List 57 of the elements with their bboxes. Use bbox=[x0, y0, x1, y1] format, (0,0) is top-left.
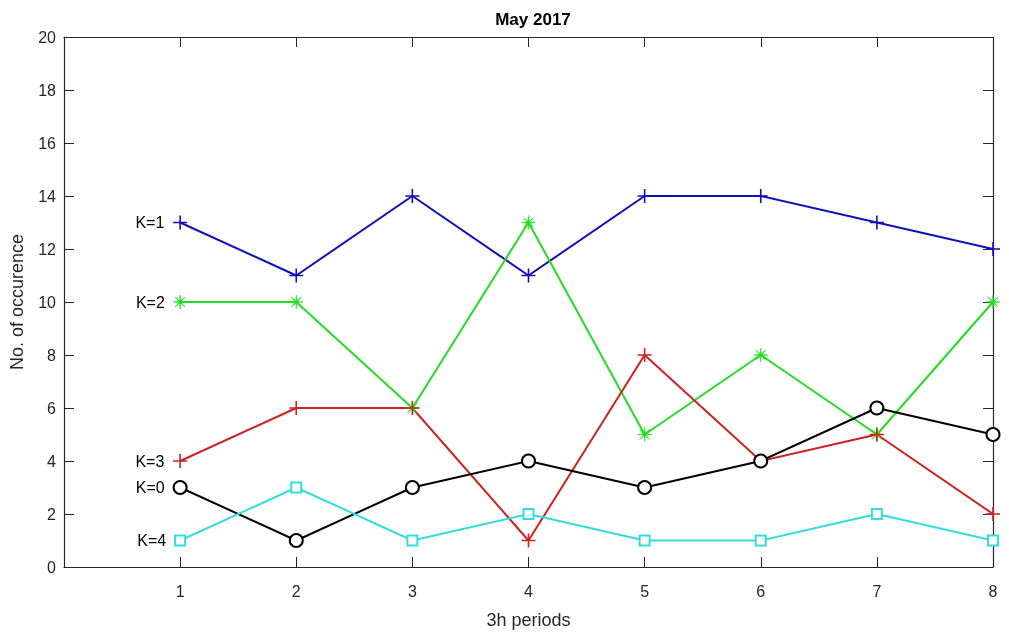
point bbox=[869, 400, 885, 416]
x-tick-label: 5 bbox=[640, 582, 650, 600]
point bbox=[638, 534, 651, 547]
point bbox=[172, 480, 188, 495]
y-tick-label: 18 bbox=[38, 81, 57, 99]
x-tick-label: 3 bbox=[407, 582, 417, 600]
y-tick-label: 12 bbox=[38, 240, 57, 258]
point bbox=[406, 534, 419, 547]
point bbox=[172, 214, 188, 231]
y-tick-label: 2 bbox=[47, 505, 57, 523]
series-label: K=4 bbox=[137, 532, 167, 549]
point bbox=[521, 453, 536, 469]
point bbox=[522, 508, 535, 520]
series-label: K=3 bbox=[135, 452, 165, 470]
point bbox=[288, 267, 305, 284]
point bbox=[521, 215, 536, 230]
x-tick-label: 2 bbox=[291, 582, 301, 600]
y-tick-label: 20 bbox=[38, 28, 57, 46]
point bbox=[985, 427, 1001, 442]
series-label: K=0 bbox=[135, 479, 165, 496]
y-tick-label: 14 bbox=[38, 187, 57, 205]
point bbox=[753, 347, 769, 363]
x-tick-label: 7 bbox=[872, 582, 882, 600]
x-tick-label: 1 bbox=[175, 582, 185, 600]
y-tick-label: 6 bbox=[47, 399, 57, 417]
chart-title: May 2017 bbox=[495, 10, 571, 29]
point bbox=[985, 294, 1001, 310]
point bbox=[637, 427, 652, 442]
y-tick-label: 16 bbox=[38, 134, 57, 152]
point bbox=[870, 508, 883, 520]
series-label: K=1 bbox=[135, 214, 165, 231]
point bbox=[985, 241, 1001, 257]
point bbox=[172, 294, 188, 310]
series-label: K=2 bbox=[135, 293, 165, 311]
point bbox=[985, 506, 1001, 522]
y-tick-label: 4 bbox=[47, 452, 57, 470]
point bbox=[174, 534, 187, 547]
x-tick-label: 6 bbox=[756, 582, 766, 600]
point bbox=[290, 481, 303, 494]
point bbox=[288, 533, 304, 548]
y-axis-title: No. of occurence bbox=[7, 233, 27, 371]
point bbox=[636, 347, 653, 363]
point bbox=[404, 480, 420, 495]
point bbox=[172, 453, 188, 469]
y-tick-label: 0 bbox=[47, 558, 57, 576]
point bbox=[404, 188, 421, 204]
y-tick-label: 10 bbox=[38, 293, 57, 311]
x-tick-label: 4 bbox=[524, 582, 534, 600]
point bbox=[520, 267, 537, 284]
point bbox=[637, 480, 653, 495]
point bbox=[869, 214, 885, 231]
point bbox=[520, 532, 537, 549]
x-tick-label: 8 bbox=[988, 582, 998, 600]
point bbox=[987, 534, 999, 547]
x-axis-title: 3h periods bbox=[486, 610, 571, 630]
point bbox=[754, 534, 767, 547]
y-tick-label: 8 bbox=[47, 346, 57, 364]
